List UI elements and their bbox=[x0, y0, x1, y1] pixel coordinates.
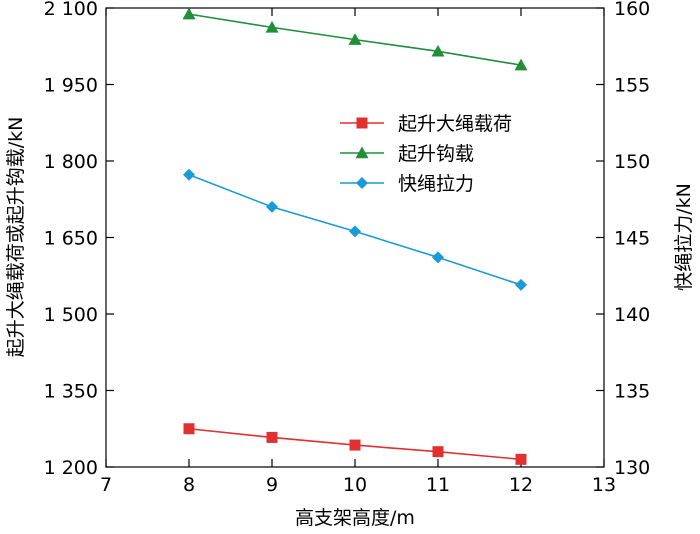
legend-label: 快绳拉力 bbox=[398, 173, 474, 195]
left-y-tick-label: 1 650 bbox=[44, 228, 98, 250]
x-axis: 7 8 9 10 11 12 13 bbox=[100, 8, 616, 496]
data-point-series-0 bbox=[515, 453, 527, 465]
plot-frame bbox=[105, 7, 605, 468]
data-point-series-2 bbox=[432, 251, 444, 264]
legend-marker bbox=[356, 177, 368, 189]
data-point-series-0 bbox=[183, 423, 195, 435]
data-point-series-1 bbox=[182, 7, 196, 20]
x-tick-label: 11 bbox=[426, 474, 450, 496]
left-y-tick-label: 1 950 bbox=[44, 75, 98, 97]
left-y-axis-title: 起升大绳载荷或起升钩载/kN bbox=[5, 117, 27, 358]
x-tick-label: 8 bbox=[183, 474, 195, 496]
x-tick-label: 10 bbox=[343, 474, 367, 496]
right-y-tick-label: 145 bbox=[614, 228, 650, 250]
data-point-series-2 bbox=[183, 168, 195, 181]
legend-marker bbox=[355, 146, 369, 159]
right-y-tick-label: 140 bbox=[614, 304, 650, 326]
legend-label: 起升钩载 bbox=[398, 143, 474, 165]
data-point-series-2 bbox=[349, 225, 361, 238]
left-y-axis: 1 200 1 350 1 500 1 650 1 800 1 950 2 100 bbox=[44, 0, 114, 479]
data-point-series-1 bbox=[431, 44, 445, 57]
x-tick-label: 13 bbox=[592, 474, 616, 496]
right-y-tick-label: 150 bbox=[614, 151, 650, 173]
data-point-series-0 bbox=[349, 439, 361, 451]
data-point-series-1 bbox=[265, 20, 279, 33]
right-y-tick-label: 155 bbox=[614, 75, 650, 97]
series-layer bbox=[182, 7, 528, 465]
left-y-tick-label: 2 100 bbox=[44, 0, 98, 20]
x-axis-title: 高支架高度/m bbox=[295, 507, 415, 529]
right-y-tick-label: 130 bbox=[614, 457, 650, 479]
right-y-axis: 130 135 140 145 150 155 160 bbox=[596, 0, 650, 479]
x-tick-label: 7 bbox=[100, 474, 112, 496]
legend-label: 起升大绳载荷 bbox=[398, 113, 512, 135]
right-y-tick-label: 160 bbox=[614, 0, 650, 20]
data-point-series-0 bbox=[266, 431, 278, 443]
x-tick-label: 9 bbox=[266, 474, 278, 496]
legend-marker bbox=[356, 117, 368, 129]
data-point-series-1 bbox=[348, 33, 362, 45]
data-point-series-1 bbox=[514, 58, 528, 71]
data-point-series-2 bbox=[515, 278, 527, 291]
data-point-series-2 bbox=[266, 200, 278, 213]
data-point-series-0 bbox=[432, 446, 444, 458]
right-y-axis-title: 快绳拉力/kN bbox=[673, 183, 695, 291]
left-y-tick-label: 1 200 bbox=[44, 457, 98, 479]
left-y-tick-label: 1 800 bbox=[44, 151, 98, 173]
x-tick-label: 12 bbox=[509, 474, 533, 496]
left-y-tick-label: 1 350 bbox=[44, 381, 98, 403]
right-y-tick-label: 135 bbox=[614, 381, 650, 403]
left-y-tick-label: 1 500 bbox=[44, 304, 98, 326]
